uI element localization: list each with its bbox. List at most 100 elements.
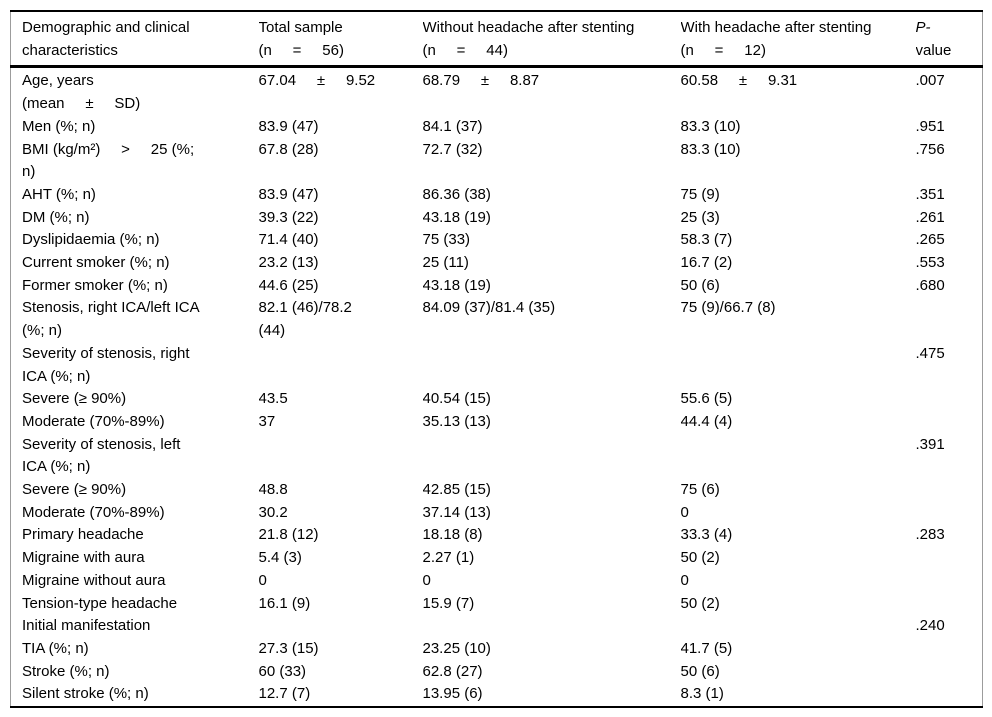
- cell-with-headache: 60.58 ± 9.31: [680, 72, 798, 90]
- cell-p-value: .351: [915, 185, 945, 203]
- table-row: Migraine without aura 0 0 0: [11, 570, 983, 593]
- cell-with-headache: 58.3 (7): [680, 231, 733, 249]
- cell-characteristic: TIA (%; n): [22, 639, 89, 657]
- cell-total-sample: 30.2: [258, 503, 288, 521]
- cell-characteristic: BMI (kg/m²) > 25 (%; n): [22, 140, 195, 181]
- cell-total-sample: 21.8 (12): [258, 526, 319, 544]
- cell-without-headache: 13.95 (6): [422, 685, 483, 703]
- table-row: BMI (kg/m²) > 25 (%; n) 67.8 (28) 72.7 (32…: [11, 139, 983, 184]
- cell-without-headache: 42.85 (15): [422, 481, 491, 499]
- cell-characteristic: Severity of stenosis, left ICA (%; n): [22, 435, 181, 476]
- cell-p-value: .553: [915, 254, 945, 272]
- cell-with-headache: [681, 615, 916, 638]
- table-body: Age, years (mean ± SD) 67.04 ± 9.52 68.79 …: [11, 67, 983, 707]
- header-without-headache: Without headache after stenting (n = 44): [422, 11, 681, 69]
- cell-without-headache: [423, 615, 681, 638]
- cell-characteristic: Primary headache: [22, 526, 144, 544]
- cell-with-headache: 50 (2): [680, 594, 720, 612]
- cell-characteristic: Moderate (70%-89%): [22, 412, 165, 430]
- table-row: Moderate (70%-89%) 37 35.13 (13) 44.4 (4): [11, 411, 983, 434]
- cell-total-sample: 23.2 (13): [258, 254, 319, 272]
- cell-total-sample: 12.7 (7): [258, 685, 311, 703]
- cell-p-value: [916, 683, 983, 707]
- cell-without-headache: 84.1 (37): [422, 117, 483, 135]
- cell-total-sample: 39.3 (22): [258, 208, 319, 226]
- cell-without-headache: 37.14 (13): [422, 503, 491, 521]
- cell-total-sample: 71.4 (40): [258, 231, 319, 249]
- cell-characteristic: Silent stroke (%; n): [22, 685, 149, 703]
- header-p-value: P-value: [915, 11, 983, 69]
- cell-with-headache: 16.7 (2): [680, 254, 733, 272]
- table-row: Stenosis, right ICA/left ICA (%; n) 82.1 …: [11, 297, 983, 342]
- cell-with-headache: 44.4 (4): [680, 412, 733, 430]
- cell-without-headache: 72.7 (32): [422, 140, 483, 158]
- cell-p-value: [916, 570, 983, 593]
- cell-with-headache: 75 (6): [680, 481, 720, 499]
- table-row: Tension-type headache 16.1 (9) 15.9 (7) 50 …: [11, 593, 983, 616]
- cell-p-value: .756: [915, 140, 945, 158]
- cell-total-sample: 16.1 (9): [258, 594, 311, 612]
- cell-total-sample: [259, 343, 423, 388]
- table-row: Severity of stenosis, right ICA (%; n) .4…: [11, 343, 983, 388]
- table-row: TIA (%; n) 27.3 (15) 23.25 (10) 41.7 (5): [11, 638, 983, 661]
- cell-characteristic: Severe (≥ 90%): [22, 390, 127, 408]
- cell-p-value: .261: [915, 208, 945, 226]
- cell-p-value: [916, 638, 983, 661]
- table-row: Men (%; n) 83.9 (47) 84.1 (37) 83.3 (10) .95…: [11, 116, 983, 139]
- cell-without-headache: 25 (11): [422, 254, 469, 272]
- cell-total-sample: 67.04 ± 9.52: [258, 72, 376, 90]
- header-total-sample: Total sample (n = 56): [258, 11, 423, 69]
- cell-p-value: [916, 661, 983, 684]
- cell-with-headache: 50 (6): [680, 662, 720, 680]
- cell-characteristic: Current smoker (%; n): [22, 254, 170, 272]
- cell-without-headache: [423, 343, 681, 388]
- cell-without-headache: 0: [422, 571, 431, 589]
- cell-with-headache: 50 (2): [680, 549, 720, 567]
- p-value-symbol: P-: [915, 19, 931, 36]
- cell-total-sample: [259, 615, 423, 638]
- cell-p-value: .283: [915, 526, 945, 544]
- cell-total-sample: 83.9 (47): [258, 185, 319, 203]
- cell-with-headache: 83.3 (10): [680, 117, 741, 135]
- cell-p-value: .265: [915, 231, 945, 249]
- table-row: Severe (≥ 90%) 48.8 42.85 (15) 75 (6): [11, 479, 983, 502]
- cell-with-headache: 0: [680, 571, 689, 589]
- cell-characteristic: Former smoker (%; n): [22, 276, 168, 294]
- cell-p-value: [916, 479, 983, 502]
- cell-with-headache: 75 (9)/66.7 (8): [680, 299, 776, 317]
- cell-p-value: [916, 411, 983, 434]
- cell-with-headache: 55.6 (5): [680, 390, 733, 408]
- demographics-table: Demographic and clinical characteristics…: [10, 10, 983, 709]
- cell-p-value: [916, 388, 983, 411]
- cell-without-headache: 86.36 (38): [422, 185, 491, 203]
- table-row: Initial manifestation .240: [11, 615, 983, 638]
- cell-p-value: .007: [915, 72, 945, 90]
- cell-total-sample: 0: [258, 571, 267, 589]
- table-row: Migraine with aura 5.4 (3) 2.27 (1) 50 (2): [11, 547, 983, 570]
- cell-characteristic: Stroke (%; n): [22, 662, 110, 680]
- cell-characteristic: Moderate (70%-89%): [22, 503, 165, 521]
- cell-without-headache: 43.18 (19): [422, 276, 491, 294]
- cell-with-headache: 83.3 (10): [680, 140, 741, 158]
- p-value-word: value: [915, 41, 952, 59]
- cell-without-headache: 15.9 (7): [422, 594, 475, 612]
- cell-p-value: [916, 502, 983, 525]
- cell-p-value: [916, 547, 983, 570]
- cell-characteristic: Migraine with aura: [22, 549, 145, 567]
- table-row: DM (%; n) 39.3 (22) 43.18 (19) 25 (3) .261: [11, 207, 983, 230]
- table-row: AHT (%; n) 83.9 (47) 86.36 (38) 75 (9) .351: [11, 184, 983, 207]
- cell-with-headache: 25 (3): [680, 208, 720, 226]
- cell-p-value: [916, 297, 983, 342]
- cell-total-sample: 27.3 (15): [258, 639, 319, 657]
- cell-with-headache: [681, 434, 916, 479]
- table-row: Dyslipidaemia (%; n) 71.4 (40) 75 (33) 58.3…: [11, 229, 983, 252]
- cell-total-sample: [259, 434, 423, 479]
- cell-without-headache: 2.27 (1): [422, 549, 475, 567]
- header-characteristics: Demographic and clinical characteristics: [10, 11, 259, 69]
- cell-total-sample: 83.9 (47): [258, 117, 319, 135]
- cell-with-headache: 50 (6): [680, 276, 720, 294]
- cell-without-headache: 62.8 (27): [422, 662, 483, 680]
- cell-without-headache: 84.09 (37)/81.4 (35): [422, 299, 556, 317]
